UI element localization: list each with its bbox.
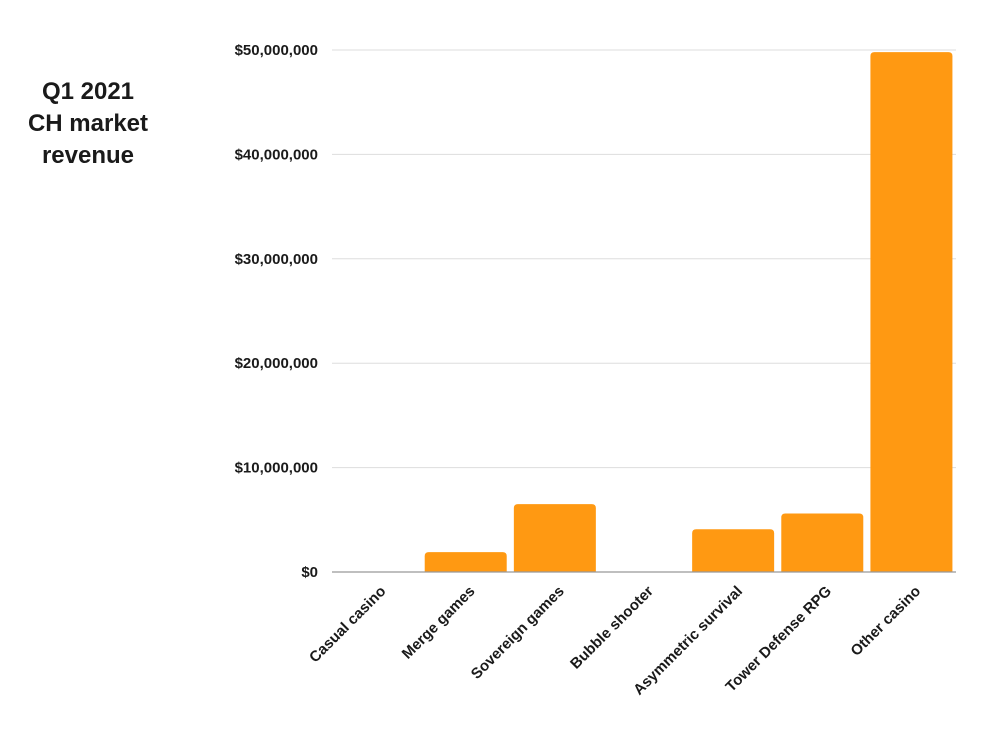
bar-asymmetric-survival: [692, 529, 775, 572]
x-tick-label: Bubble shooter: [567, 583, 657, 673]
bar-sovereign-games: [513, 504, 596, 572]
y-tick-label: $10,000,000: [235, 460, 318, 477]
bar-other-casino: [870, 52, 953, 572]
x-tick-label: Sovereign games: [468, 583, 568, 683]
chart-title: Q1 2021 CH market revenue: [10, 76, 166, 172]
y-tick-label: $20,000,000: [235, 355, 318, 372]
y-tick-label: $0: [301, 564, 318, 581]
bars: [424, 52, 953, 572]
x-tick-label: Merge games: [399, 583, 479, 663]
y-tick-label: $50,000,000: [235, 42, 318, 59]
x-tick-label: Casual casino: [306, 583, 389, 666]
bar-merge-games: [424, 552, 507, 572]
chart-title-line-3: revenue: [41, 142, 135, 169]
y-tick-label: $30,000,000: [235, 251, 318, 268]
chart-title-line-2: CH market: [27, 110, 149, 137]
y-tick-label: $40,000,000: [235, 146, 318, 163]
y-axis-tick-labels: $0 $10,000,000 $20,000,000 $30,000,000 $40,0…: [235, 42, 318, 581]
x-tick-label: Other casino: [847, 583, 924, 660]
gridlines: [332, 49, 956, 469]
chart-title-line-1: Q1 2021: [41, 78, 135, 105]
bar-tower-defense-rpg: [781, 513, 864, 572]
